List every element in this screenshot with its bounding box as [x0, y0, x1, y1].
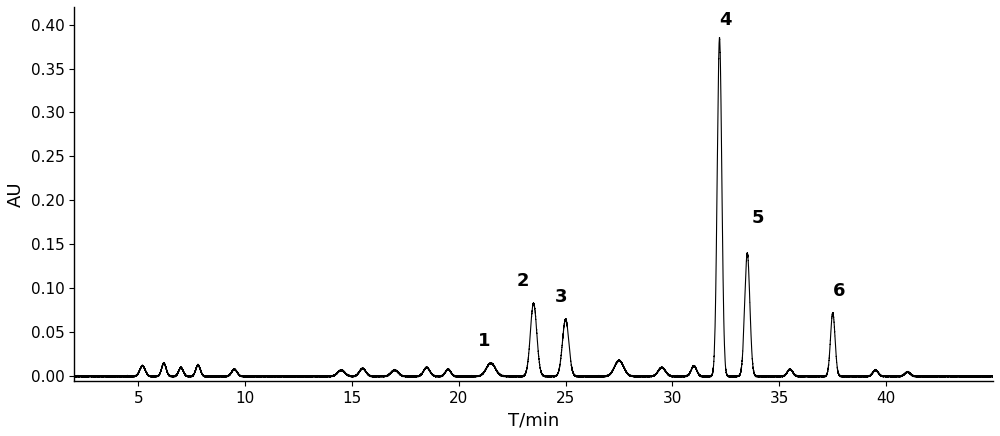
Text: 2: 2 [517, 272, 529, 290]
Y-axis label: AU: AU [7, 181, 25, 207]
Text: 5: 5 [752, 209, 764, 227]
Text: 3: 3 [555, 288, 568, 306]
Text: 6: 6 [833, 282, 845, 300]
X-axis label: T/min: T/min [508, 411, 559, 429]
Text: 4: 4 [720, 11, 732, 29]
Text: 1: 1 [478, 332, 491, 350]
